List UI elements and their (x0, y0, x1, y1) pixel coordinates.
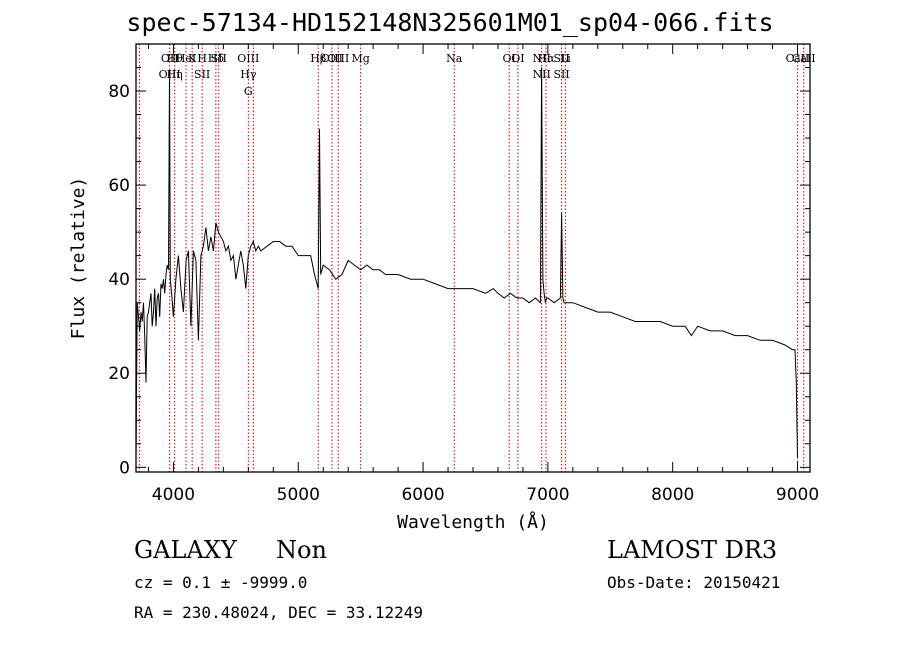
emission-line-label: OI (503, 52, 516, 65)
plot-frame (135, 43, 811, 473)
emission-line-label: Hβ (310, 52, 326, 65)
emission-line-label: Li (560, 52, 571, 65)
survey-name: LAMOST DR3 (607, 536, 778, 564)
spectrum-series-line (135, 67, 798, 463)
emission-line-label: OII (161, 52, 179, 65)
y-tick-label: 0 (119, 458, 130, 478)
emission-lines (138, 44, 805, 472)
emission-line-label: CaII (792, 52, 816, 65)
object-subclass: Non (276, 536, 327, 564)
emission-line-label: OIII (321, 52, 343, 65)
emission-line-label: OIII (327, 52, 349, 65)
chart-title: spec-57134-HD152148N325601M01_sp04-066.f… (126, 8, 774, 37)
emission-line-label: Hδ (208, 52, 225, 65)
observation-date: Obs-Date: 20150421 (607, 573, 781, 592)
object-class: GALAXY (134, 536, 237, 564)
emission-line-label: Hη (167, 68, 183, 81)
x-tick-label: 7000 (526, 485, 569, 505)
coordinates: RA = 230.48024, DEC = 33.12249 (134, 603, 423, 622)
emission-line-label: CaII (786, 52, 810, 65)
x-tick-label: 5000 (277, 485, 320, 505)
emission-line-label: Mg (352, 52, 370, 65)
y-axis-ticks: 0 20 40 60 80 (108, 67, 810, 478)
emission-line-label: H (197, 52, 207, 65)
emission-line-label: SII (194, 68, 210, 81)
x-tick-label: 8000 (651, 485, 694, 505)
emission-line-label: Hθ (167, 52, 184, 65)
emission-line-label: SII (554, 68, 570, 81)
x-axis-ticks: 4000 5000 6000 7000 8000 9000 (147, 44, 819, 505)
x-tick-label: 4000 (152, 485, 195, 505)
emission-line-label: OIII (237, 52, 259, 65)
y-tick-label: 40 (108, 270, 130, 290)
y-tick-label: 20 (108, 364, 130, 384)
y-axis-label: Flux (relative) (68, 177, 89, 340)
y-tick-label: 80 (108, 82, 130, 102)
x-tick-label: 6000 (401, 485, 444, 505)
emission-line-label: Hγ (240, 68, 257, 81)
emission-line-label: HeI (176, 52, 196, 65)
y-tick-label: 60 (108, 176, 130, 196)
x-axis-label: Wavelength (Å) (397, 511, 549, 533)
emission-line-label: NII (532, 52, 550, 65)
emission-line-label: K (188, 52, 197, 65)
emission-line-label: OI (511, 52, 524, 65)
emission-line-label: Hα (538, 52, 556, 65)
emission-line-label: SII (211, 52, 227, 65)
emission-line-label: Na (446, 52, 463, 65)
x-tick-label: 9000 (776, 485, 819, 505)
emission-line-label: SII (554, 52, 570, 65)
redshift-cz: cz = 0.1 ± -9999.0 (134, 573, 308, 592)
emission-line-label: G (244, 85, 253, 98)
